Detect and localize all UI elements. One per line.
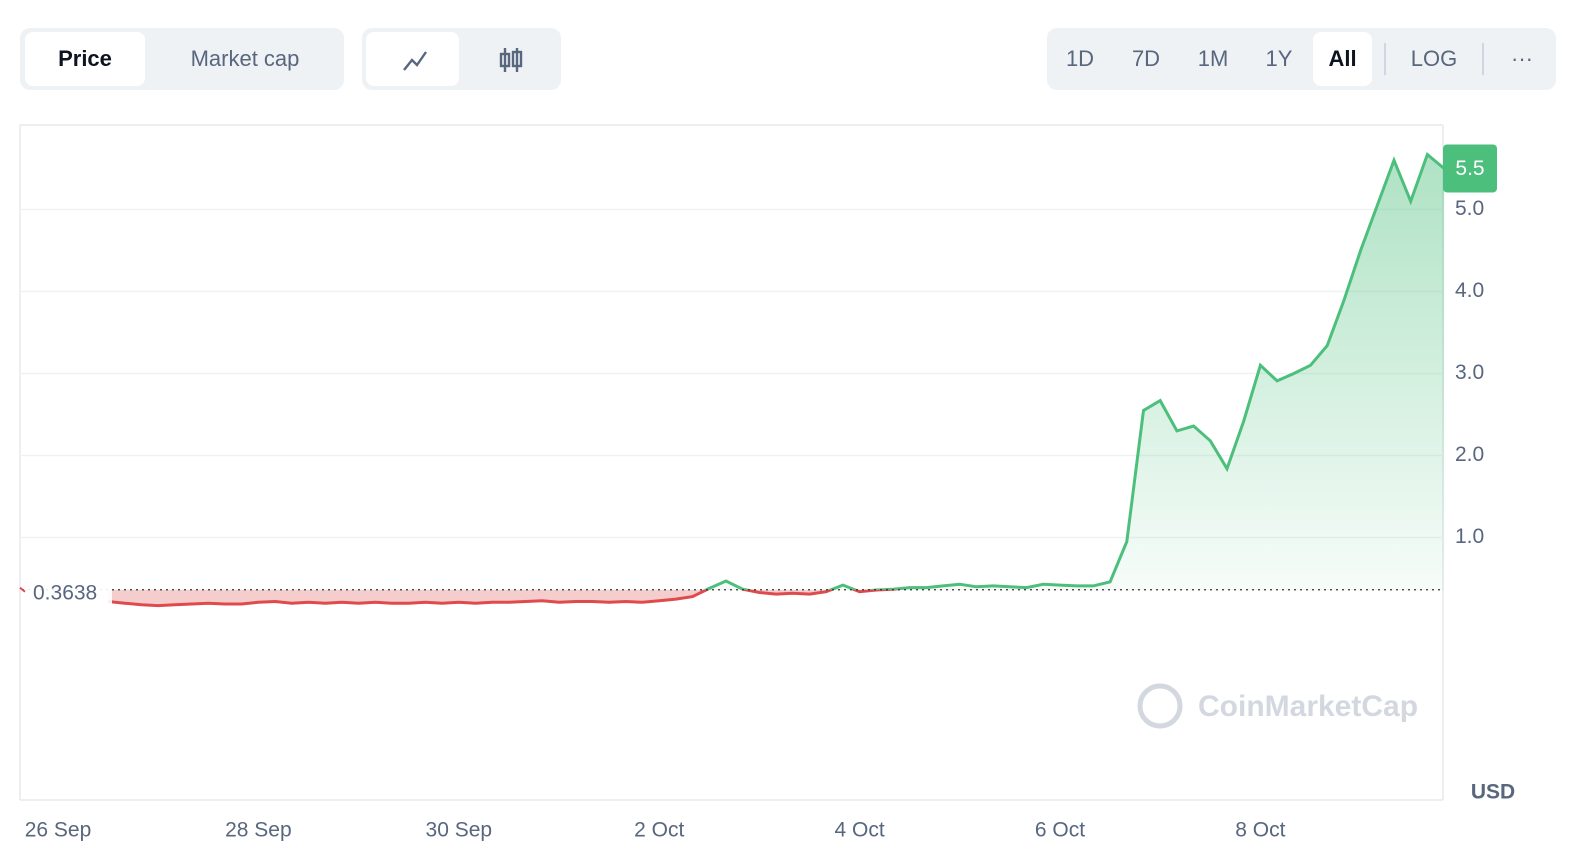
- metric-tabs: Price Market cap: [20, 28, 344, 90]
- y-tick-label: 1.0: [1455, 525, 1484, 548]
- y-tick-label: 2.0: [1455, 443, 1484, 466]
- range-button[interactable]: 1D: [1065, 46, 1095, 71]
- chart-style-tabs: [362, 28, 561, 90]
- baseline-tick: [19, 586, 26, 593]
- baseline-label-bg: [26, 575, 112, 604]
- x-tick-label: 2 Oct: [634, 819, 684, 842]
- baseline-label: 0.3638: [33, 581, 97, 604]
- range-button[interactable]: 1M: [1197, 46, 1229, 71]
- log-button[interactable]: LOG: [1410, 46, 1458, 71]
- tab[interactable]: Price: [25, 32, 145, 86]
- watermark: CoinMarketCap: [1137, 683, 1418, 729]
- line-down: [107, 589, 904, 608]
- current-price-label: 5.5: [1455, 157, 1484, 180]
- candle-style-button[interactable]: [463, 32, 556, 86]
- x-tick-label: 6 Oct: [1035, 819, 1085, 842]
- y-tick-label: 3.0: [1455, 361, 1484, 384]
- y-tick-label: 4.0: [1455, 279, 1484, 302]
- x-tick-label: 28 Sep: [225, 819, 292, 842]
- separator: [1482, 43, 1484, 75]
- line-icon: [403, 51, 427, 71]
- y-tick-label: 5.0: [1455, 197, 1484, 220]
- range-button[interactable]: All: [1313, 32, 1372, 86]
- x-tick-label: 4 Oct: [835, 819, 885, 842]
- area-up: [706, 154, 1445, 590]
- current-price-tag: [1443, 144, 1497, 193]
- separator: [1384, 43, 1386, 75]
- x-tick-label: 26 Sep: [25, 819, 92, 842]
- more-button[interactable]: ···: [1511, 46, 1533, 71]
- tab[interactable]: Market cap: [190, 46, 300, 71]
- area-down: [108, 589, 1445, 606]
- watermark-text: CoinMarketCap: [1198, 690, 1418, 723]
- line-style-button[interactable]: [366, 32, 459, 86]
- line-up: [703, 151, 1446, 590]
- currency-label: USD: [1471, 781, 1515, 804]
- x-tick-label: 30 Sep: [426, 819, 493, 842]
- candle-icon: [499, 48, 523, 72]
- range-button[interactable]: 1Y: [1265, 46, 1293, 71]
- range-button[interactable]: 7D: [1131, 46, 1161, 71]
- range-tabs: 1D 7D 1M 1Y All LOG ···: [1047, 28, 1556, 90]
- x-tick-label: 8 Oct: [1235, 819, 1285, 842]
